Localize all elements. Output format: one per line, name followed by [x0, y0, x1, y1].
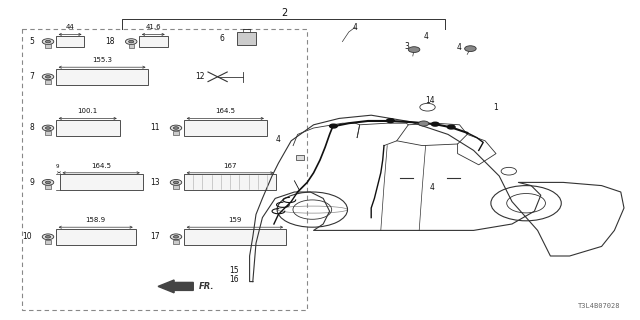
- Circle shape: [173, 127, 179, 129]
- Circle shape: [129, 40, 134, 43]
- Text: 8: 8: [29, 124, 34, 132]
- Text: FR.: FR.: [198, 282, 214, 291]
- Bar: [45, 80, 51, 84]
- Text: 5: 5: [29, 37, 34, 46]
- Text: 4: 4: [276, 135, 281, 144]
- Text: 158.9: 158.9: [86, 217, 106, 223]
- Text: 14: 14: [425, 96, 435, 105]
- Text: 4: 4: [423, 32, 428, 41]
- Circle shape: [42, 74, 54, 80]
- Bar: [139, 36, 168, 47]
- Circle shape: [45, 127, 51, 129]
- Text: 7: 7: [29, 72, 34, 81]
- Text: 44: 44: [66, 24, 74, 30]
- Circle shape: [42, 180, 54, 185]
- Bar: [184, 229, 286, 245]
- Text: 9: 9: [29, 178, 34, 187]
- Text: 100.1: 100.1: [77, 108, 98, 114]
- Circle shape: [45, 76, 51, 78]
- Bar: [45, 240, 51, 244]
- Bar: [56, 69, 148, 85]
- Circle shape: [419, 121, 429, 126]
- Bar: [184, 174, 276, 190]
- Text: 159: 159: [228, 217, 241, 223]
- Bar: [184, 120, 267, 136]
- Circle shape: [170, 180, 182, 185]
- Bar: [173, 131, 179, 135]
- Text: 6: 6: [219, 34, 224, 43]
- Circle shape: [42, 125, 54, 131]
- Text: 17: 17: [150, 232, 160, 241]
- Text: 155.3: 155.3: [92, 57, 112, 63]
- Text: 167: 167: [223, 163, 237, 169]
- Text: 1: 1: [493, 103, 499, 112]
- Circle shape: [170, 125, 182, 131]
- Circle shape: [170, 234, 182, 240]
- Text: 3: 3: [404, 42, 409, 51]
- Bar: [173, 185, 179, 189]
- Text: 10: 10: [22, 232, 32, 241]
- Bar: [60, 174, 143, 190]
- Bar: [56, 229, 136, 245]
- Bar: [56, 120, 120, 136]
- Bar: [173, 240, 179, 244]
- Circle shape: [408, 47, 420, 52]
- Circle shape: [447, 125, 455, 129]
- Circle shape: [431, 122, 439, 126]
- Text: 164.5: 164.5: [91, 163, 111, 169]
- Circle shape: [45, 40, 51, 43]
- Bar: [45, 131, 51, 135]
- Text: 15: 15: [228, 266, 239, 275]
- Circle shape: [465, 46, 476, 52]
- Circle shape: [45, 181, 51, 184]
- Bar: [45, 185, 51, 189]
- Bar: [237, 32, 256, 45]
- Bar: [45, 44, 51, 48]
- Text: 4: 4: [429, 183, 435, 192]
- Text: 4: 4: [353, 23, 358, 32]
- Circle shape: [42, 39, 54, 44]
- FancyArrow shape: [158, 280, 193, 293]
- Bar: [129, 44, 134, 48]
- Text: 12: 12: [195, 72, 205, 81]
- Circle shape: [42, 234, 54, 240]
- Text: 16: 16: [228, 276, 239, 284]
- Polygon shape: [296, 155, 304, 160]
- Text: 13: 13: [150, 178, 160, 187]
- Circle shape: [125, 39, 137, 44]
- Text: T3L4B07028: T3L4B07028: [579, 303, 621, 309]
- Text: 41.6: 41.6: [145, 24, 161, 30]
- Text: 164.5: 164.5: [215, 108, 236, 114]
- Text: 4: 4: [457, 43, 462, 52]
- Bar: [56, 36, 84, 47]
- Text: 11: 11: [150, 124, 160, 132]
- Text: 9: 9: [56, 164, 60, 169]
- Circle shape: [330, 124, 337, 128]
- Circle shape: [173, 236, 179, 238]
- Circle shape: [387, 119, 394, 123]
- Circle shape: [45, 236, 51, 238]
- Text: 2: 2: [282, 8, 288, 18]
- Circle shape: [173, 181, 179, 184]
- Bar: [22, 29, 307, 310]
- Text: 18: 18: [106, 37, 115, 46]
